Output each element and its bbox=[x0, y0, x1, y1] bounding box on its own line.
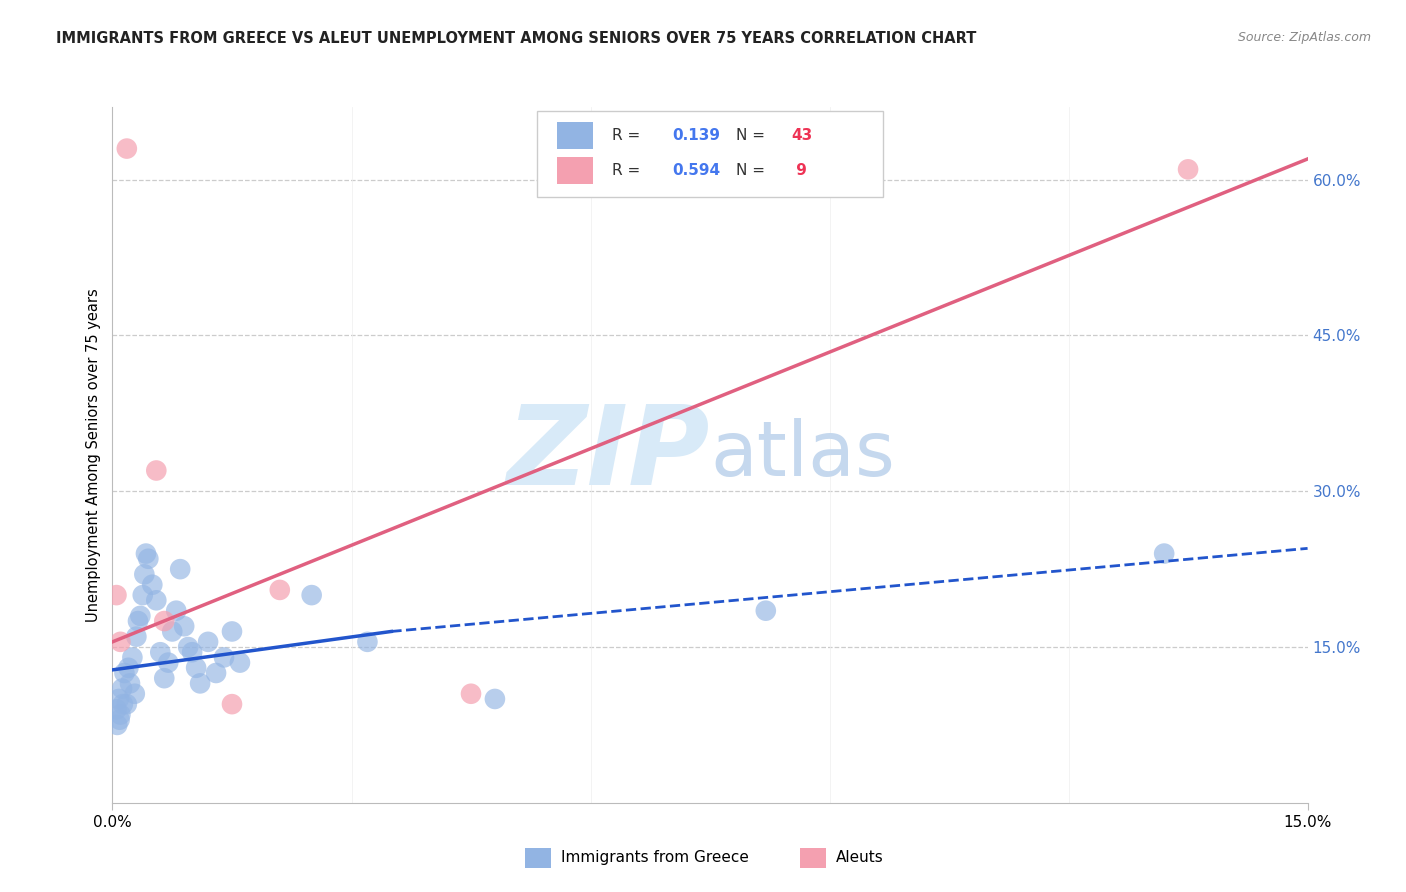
Point bbox=[108, 692, 131, 706]
Point bbox=[111, 697, 134, 711]
Text: atlas: atlas bbox=[710, 418, 894, 491]
Point bbox=[129, 608, 152, 623]
Point bbox=[145, 463, 167, 477]
Point bbox=[484, 692, 506, 706]
Point bbox=[138, 551, 160, 566]
Point bbox=[153, 671, 176, 685]
Point bbox=[269, 582, 291, 597]
Point bbox=[221, 697, 243, 711]
Point bbox=[157, 656, 180, 670]
Bar bbox=[800, 848, 825, 868]
Text: Immigrants from Greece: Immigrants from Greece bbox=[561, 850, 748, 865]
Text: 0.594: 0.594 bbox=[672, 163, 720, 178]
Point bbox=[125, 630, 148, 644]
Point bbox=[121, 650, 143, 665]
Point bbox=[145, 593, 167, 607]
Point bbox=[111, 681, 134, 696]
Point bbox=[165, 604, 187, 618]
Point bbox=[108, 713, 131, 727]
Point bbox=[205, 665, 228, 680]
Point bbox=[169, 562, 191, 576]
Point bbox=[301, 588, 323, 602]
Point bbox=[149, 645, 172, 659]
Point bbox=[181, 645, 204, 659]
Point bbox=[177, 640, 200, 654]
Text: Aleuts: Aleuts bbox=[835, 850, 883, 865]
Point bbox=[221, 624, 243, 639]
Text: N =: N = bbox=[737, 163, 770, 178]
Bar bbox=[524, 848, 551, 868]
Text: 43: 43 bbox=[792, 128, 813, 143]
Text: R =: R = bbox=[612, 128, 645, 143]
Point bbox=[1177, 162, 1199, 177]
Text: 9: 9 bbox=[792, 163, 807, 178]
Point bbox=[212, 650, 235, 665]
Bar bbox=[557, 157, 593, 184]
Point bbox=[105, 702, 128, 716]
Point bbox=[124, 687, 146, 701]
Text: ZIP: ZIP bbox=[506, 401, 710, 508]
Point bbox=[188, 676, 211, 690]
Point bbox=[117, 661, 139, 675]
Point bbox=[356, 635, 378, 649]
Point bbox=[229, 656, 252, 670]
Point bbox=[115, 697, 138, 711]
Text: 0.139: 0.139 bbox=[672, 128, 720, 143]
Point bbox=[118, 676, 141, 690]
Text: N =: N = bbox=[737, 128, 770, 143]
Point bbox=[115, 142, 138, 156]
Point bbox=[132, 588, 155, 602]
Text: IMMIGRANTS FROM GREECE VS ALEUT UNEMPLOYMENT AMONG SENIORS OVER 75 YEARS CORRELA: IMMIGRANTS FROM GREECE VS ALEUT UNEMPLOY… bbox=[56, 31, 977, 46]
Y-axis label: Unemployment Among Seniors over 75 years: Unemployment Among Seniors over 75 years bbox=[86, 288, 101, 622]
Point bbox=[162, 624, 183, 639]
FancyBboxPatch shape bbox=[537, 111, 883, 197]
Point bbox=[153, 614, 176, 628]
Point bbox=[114, 665, 135, 680]
Point bbox=[173, 619, 195, 633]
Point bbox=[105, 718, 128, 732]
Point bbox=[110, 635, 132, 649]
Text: R =: R = bbox=[612, 163, 645, 178]
Point bbox=[755, 604, 778, 618]
Bar bbox=[557, 122, 593, 149]
Point bbox=[460, 687, 482, 701]
Point bbox=[1153, 547, 1175, 561]
Point bbox=[134, 567, 156, 582]
Point bbox=[105, 588, 128, 602]
Point bbox=[110, 707, 132, 722]
Point bbox=[141, 578, 163, 592]
Text: Source: ZipAtlas.com: Source: ZipAtlas.com bbox=[1237, 31, 1371, 45]
Point bbox=[135, 547, 157, 561]
Point bbox=[127, 614, 149, 628]
Point bbox=[186, 661, 208, 675]
Point bbox=[197, 635, 219, 649]
